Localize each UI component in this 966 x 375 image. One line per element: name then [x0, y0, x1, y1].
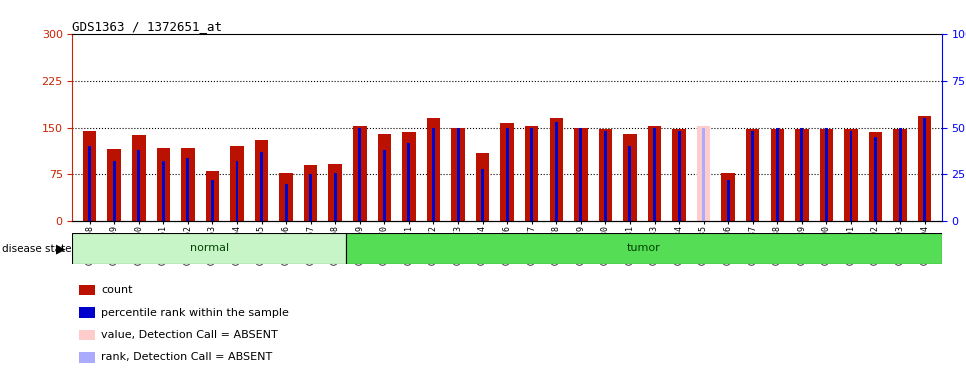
- Bar: [776, 128, 779, 221]
- Bar: [722, 172, 735, 221]
- Bar: [427, 118, 440, 221]
- Bar: [481, 169, 484, 221]
- Bar: [260, 152, 263, 221]
- Bar: [378, 134, 391, 221]
- Text: percentile rank within the sample: percentile rank within the sample: [101, 308, 289, 318]
- Bar: [580, 128, 582, 221]
- Bar: [79, 308, 95, 318]
- Bar: [230, 146, 243, 221]
- Bar: [211, 180, 213, 221]
- Bar: [457, 128, 460, 221]
- Text: disease state: disease state: [2, 244, 71, 254]
- Bar: [500, 123, 514, 221]
- Bar: [206, 171, 219, 221]
- Bar: [726, 180, 729, 221]
- Text: tumor: tumor: [627, 243, 661, 254]
- Bar: [328, 164, 342, 221]
- Bar: [820, 129, 834, 221]
- Bar: [113, 161, 116, 221]
- Bar: [186, 158, 189, 221]
- Bar: [550, 118, 563, 221]
- Text: rank, Detection Call = ABSENT: rank, Detection Call = ABSENT: [101, 352, 272, 363]
- Bar: [107, 149, 121, 221]
- Bar: [137, 150, 140, 221]
- Bar: [771, 129, 784, 221]
- Bar: [72, 232, 346, 264]
- Bar: [162, 161, 165, 221]
- Bar: [505, 128, 509, 221]
- Bar: [795, 129, 809, 221]
- Bar: [383, 150, 385, 221]
- Bar: [255, 140, 269, 221]
- Text: ▶: ▶: [56, 242, 66, 255]
- Bar: [182, 147, 194, 221]
- Text: GDS1363 / 1372651_at: GDS1363 / 1372651_at: [72, 20, 222, 33]
- Bar: [898, 128, 901, 221]
- Bar: [132, 135, 146, 221]
- Bar: [525, 126, 538, 221]
- Text: value, Detection Call = ABSENT: value, Detection Call = ABSENT: [101, 330, 278, 340]
- Bar: [156, 147, 170, 221]
- Bar: [79, 285, 95, 296]
- Bar: [353, 126, 366, 221]
- Bar: [554, 122, 557, 221]
- Bar: [653, 128, 656, 221]
- Bar: [672, 129, 686, 221]
- Bar: [358, 128, 361, 221]
- Bar: [408, 142, 411, 221]
- Bar: [844, 129, 858, 221]
- Bar: [309, 174, 312, 221]
- Bar: [677, 131, 680, 221]
- Bar: [868, 132, 882, 221]
- Bar: [236, 161, 239, 221]
- Bar: [752, 131, 754, 221]
- Bar: [894, 129, 907, 221]
- Bar: [702, 128, 705, 221]
- Bar: [599, 129, 612, 221]
- Bar: [801, 128, 804, 221]
- Bar: [874, 137, 877, 221]
- Bar: [285, 184, 288, 221]
- Bar: [476, 153, 490, 221]
- Bar: [79, 330, 95, 340]
- Bar: [825, 128, 828, 221]
- Bar: [402, 132, 415, 221]
- Bar: [334, 172, 337, 221]
- Bar: [629, 146, 632, 221]
- Bar: [346, 232, 942, 264]
- Bar: [451, 128, 465, 221]
- Bar: [918, 116, 931, 221]
- Text: normal: normal: [189, 243, 229, 254]
- Bar: [530, 128, 533, 221]
- Bar: [849, 131, 852, 221]
- Bar: [696, 126, 710, 221]
- Text: count: count: [101, 285, 132, 295]
- Bar: [279, 172, 293, 221]
- Bar: [604, 131, 607, 221]
- Bar: [623, 134, 637, 221]
- Bar: [923, 118, 926, 221]
- Bar: [88, 146, 91, 221]
- Bar: [304, 165, 318, 221]
- Bar: [79, 352, 95, 363]
- Bar: [432, 128, 435, 221]
- Bar: [83, 130, 97, 221]
- Bar: [746, 129, 759, 221]
- Bar: [574, 128, 587, 221]
- Bar: [648, 126, 662, 221]
